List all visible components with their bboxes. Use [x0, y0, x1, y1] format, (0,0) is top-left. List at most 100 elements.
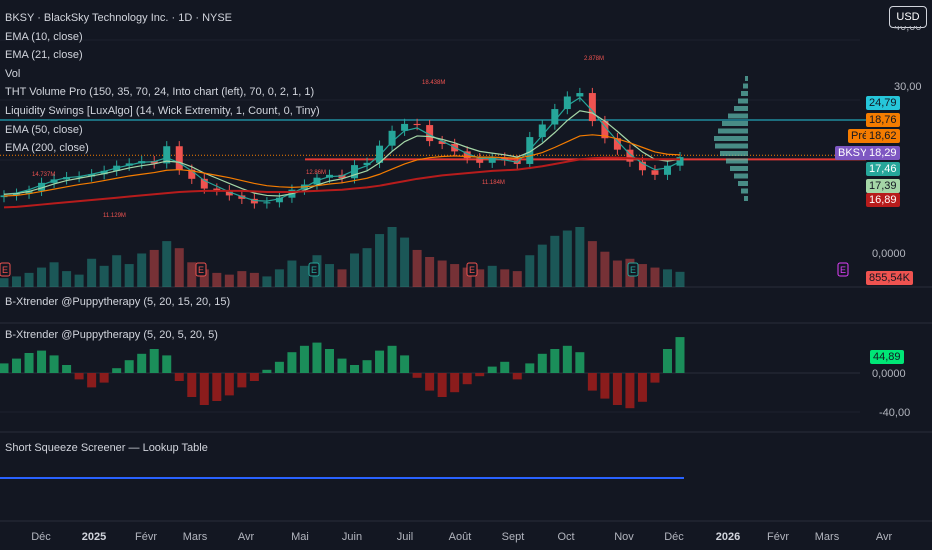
- time-axis-label: Déc: [664, 531, 684, 543]
- oscillator-bar: [74, 373, 84, 380]
- ema50-line: [3, 134, 681, 197]
- oscillator-bar: [324, 349, 334, 373]
- symbol-title[interactable]: BKSY · BlackSky Technology Inc. · 1D · N…: [5, 12, 233, 24]
- oscillator-bar: [462, 373, 472, 385]
- oscillator-bar: [362, 360, 372, 373]
- candle-body: [0, 195, 8, 198]
- earnings-marker-label: E: [2, 265, 8, 275]
- candle-body: [38, 182, 46, 191]
- candle-body: [213, 188, 221, 191]
- volume-bar: [137, 253, 147, 287]
- volume-bar: [187, 262, 197, 287]
- volume-bar: [512, 271, 522, 287]
- volume-bar: [387, 227, 397, 287]
- oscillator-bar: [387, 345, 397, 373]
- volume-bar: [487, 265, 497, 287]
- volume-bar: [12, 276, 22, 287]
- xtrender2-pane-title[interactable]: B-Xtrender @Puppytherapy (5, 20, 5, 20, …: [5, 329, 218, 341]
- legend-ema50[interactable]: EMA (50, close): [5, 123, 83, 136]
- volume-bar: [249, 272, 259, 287]
- oscillator-bar: [537, 353, 547, 373]
- oscillator-bar: [337, 358, 347, 373]
- candle-body: [13, 193, 21, 196]
- time-axis-label: Juil: [396, 531, 414, 543]
- volume-bar: [212, 272, 222, 287]
- volume-bar: [475, 269, 485, 287]
- candle-body: [588, 93, 596, 122]
- volume-bar: [162, 241, 172, 287]
- earnings-marker-label: E: [469, 265, 475, 275]
- oscillator-bar: [274, 361, 284, 373]
- ema50-price-tag: 18,76: [866, 113, 900, 127]
- osc-axis-tick-minus40: -40,00: [879, 407, 911, 419]
- earnings-marker-label: E: [311, 265, 317, 275]
- oscillator-bar: [475, 373, 485, 377]
- legend-tht-volume-pro[interactable]: THT Volume Pro (150, 35, 70, 24, Into ch…: [5, 86, 315, 99]
- liquidity-annotation: 12.86M: [306, 170, 326, 176]
- earnings-marker-box: [627, 262, 639, 277]
- candle-body: [476, 158, 484, 163]
- ema200-line: [3, 156, 680, 209]
- oscillator-bar: [37, 350, 47, 373]
- xtrender1-pane-title[interactable]: B-Xtrender @Puppytherapy (5, 20, 15, 20,…: [5, 296, 231, 308]
- volume-bar: [437, 260, 447, 287]
- volume-bar: [350, 253, 360, 287]
- squeeze-pane-title[interactable]: Short Squeeze Screener — Lookup Table: [5, 442, 208, 454]
- candle-body: [188, 169, 196, 179]
- volume-bar: [37, 267, 47, 287]
- legend-liquidity-swings[interactable]: Liquidity Swings [LuxAlgo] (14, Wick Ext…: [5, 104, 320, 117]
- oscillator-bar: [637, 373, 647, 402]
- earnings-marker: E: [0, 262, 11, 277]
- oscillator-bar: [612, 373, 622, 405]
- oscillator-bar: [137, 353, 147, 373]
- liquidity-annotation: 2.878M: [584, 56, 604, 62]
- oscillator-bar: [575, 352, 585, 373]
- oscillator-bar: [550, 349, 560, 373]
- level-cyan-price-tag: 24,79: [866, 96, 900, 110]
- earnings-marker-box: [0, 262, 11, 277]
- legend-ema21[interactable]: EMA (21, close): [5, 49, 83, 62]
- candle-body: [551, 109, 559, 125]
- last-price-tag: 18,29: [866, 146, 900, 160]
- oscillator-bar: [299, 345, 309, 373]
- candle-body: [538, 124, 546, 138]
- oscillator-bar: [625, 373, 635, 409]
- time-axis-label: 2026: [715, 531, 741, 543]
- candle-body: [388, 130, 396, 146]
- oscillator-bar: [212, 373, 222, 401]
- volume-profile-bar: [734, 106, 748, 111]
- time-axis-label: Mars: [814, 531, 840, 543]
- volume-bar: [174, 248, 184, 287]
- legend-volume[interactable]: Vol: [5, 67, 21, 80]
- volume-bar: [87, 258, 97, 287]
- earnings-marker-label: E: [840, 265, 846, 275]
- oscillator-bar: [237, 373, 247, 388]
- oscillator-bar: [224, 373, 234, 396]
- volume-bar: [337, 269, 347, 287]
- volume-bar: [537, 244, 547, 287]
- volume-bar: [575, 227, 585, 287]
- legend-ema200[interactable]: EMA (200, close): [5, 142, 89, 155]
- oscillator-bar: [24, 353, 34, 373]
- legend-ema10[interactable]: EMA (10, close): [5, 30, 83, 43]
- premarket-price-tag: 18,62: [866, 129, 900, 143]
- candle-body: [651, 170, 659, 175]
- currency-button[interactable]: USD: [889, 6, 927, 28]
- volume-bar: [400, 237, 410, 287]
- oscillator-bar: [249, 373, 259, 381]
- time-axis-label: Mai: [291, 531, 309, 543]
- oscillator-bar: [587, 373, 597, 391]
- volume-profile-bar: [726, 158, 748, 164]
- liquidity-annotation: 11.184M: [482, 180, 505, 186]
- time-axis-label: Nov: [614, 531, 634, 543]
- oscillator-bar: [425, 373, 435, 391]
- price-axis-tick-30: 30,00: [894, 81, 922, 93]
- volume-profile-bar: [741, 91, 748, 96]
- volume-profile-bar: [741, 188, 748, 194]
- volume-bar: [324, 264, 334, 287]
- earnings-marker-box: [308, 262, 320, 277]
- ema10-line: [3, 96, 681, 202]
- volume-bar: [462, 267, 472, 287]
